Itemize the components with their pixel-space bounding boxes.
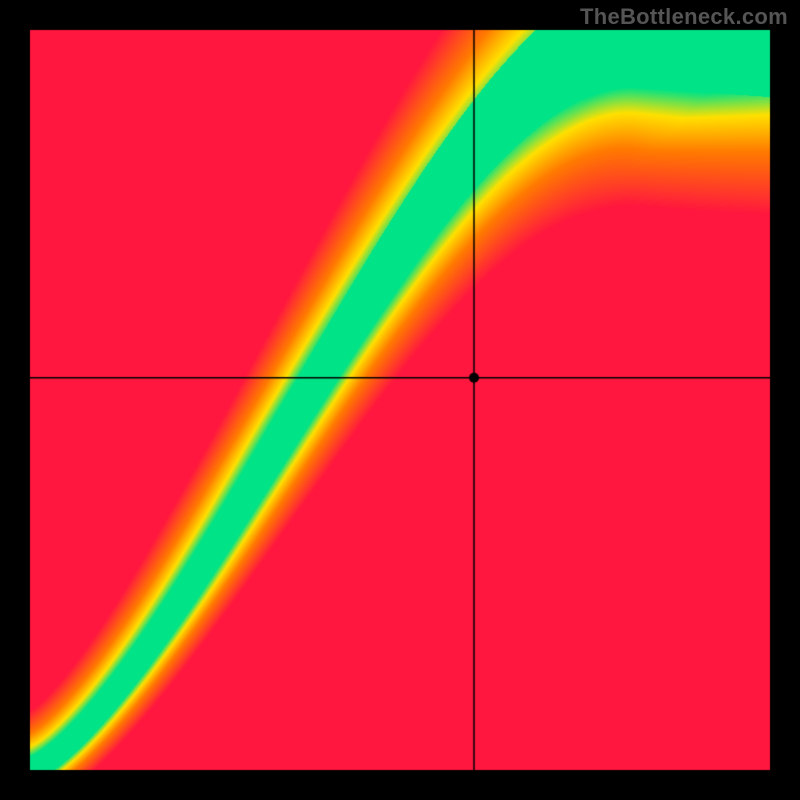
chart-container: TheBottleneck.com: [0, 0, 800, 800]
heatmap-canvas: [0, 0, 800, 800]
watermark-text: TheBottleneck.com: [580, 4, 788, 30]
